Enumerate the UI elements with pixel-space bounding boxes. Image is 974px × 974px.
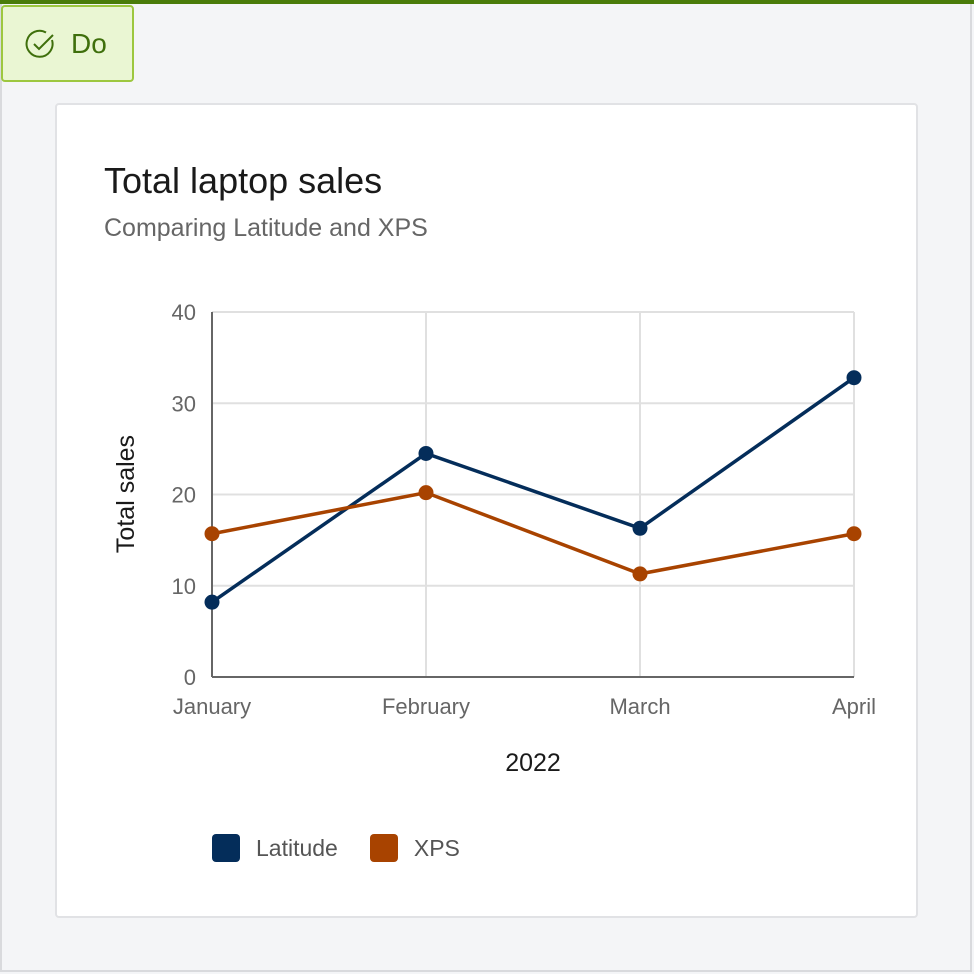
- data-point-xps: [632, 566, 648, 582]
- data-point-latitude: [846, 370, 862, 386]
- top-accent-bar: [0, 0, 974, 4]
- x-tick-label: January: [173, 694, 251, 719]
- frame: [0, 4, 972, 972]
- data-point-latitude: [204, 594, 220, 610]
- legend-item[interactable]: XPS: [369, 834, 460, 862]
- series-line-xps: [211, 490, 855, 576]
- chart-subtitle: Comparing Latitude and XPS: [104, 214, 428, 242]
- chart-card: [55, 103, 918, 918]
- data-point-xps: [418, 485, 434, 501]
- x-tick-label: March: [609, 694, 670, 719]
- y-tick-label: 40: [172, 300, 196, 325]
- y-tick-label: 30: [172, 391, 196, 416]
- chart-title: Total laptop sales: [104, 160, 383, 201]
- legend-swatch: [212, 834, 240, 862]
- badge-label: Do: [71, 27, 107, 59]
- x-axis-title: 2022: [505, 749, 561, 777]
- y-tick-label: 20: [172, 483, 196, 508]
- y-tick-label: 0: [184, 665, 196, 690]
- data-point-xps: [846, 526, 862, 542]
- data-point-latitude: [632, 520, 648, 536]
- y-tick-label: 10: [172, 574, 196, 599]
- data-point-xps: [204, 526, 220, 542]
- legend-swatch: [369, 834, 398, 862]
- legend-label: Latitude: [256, 834, 338, 861]
- check-circle-icon: [25, 29, 54, 58]
- series-line-latitude: [211, 376, 856, 604]
- legend-item[interactable]: Latitude: [212, 834, 338, 862]
- legend-label: XPS: [413, 834, 460, 861]
- do-badge: Do: [1, 5, 134, 82]
- y-axis-title: Total sales: [112, 435, 140, 553]
- legend: Latitude XPS: [212, 834, 492, 862]
- x-tick-label: April: [832, 694, 876, 719]
- data-point-latitude: [418, 445, 434, 461]
- x-tick-label: February: [382, 694, 470, 719]
